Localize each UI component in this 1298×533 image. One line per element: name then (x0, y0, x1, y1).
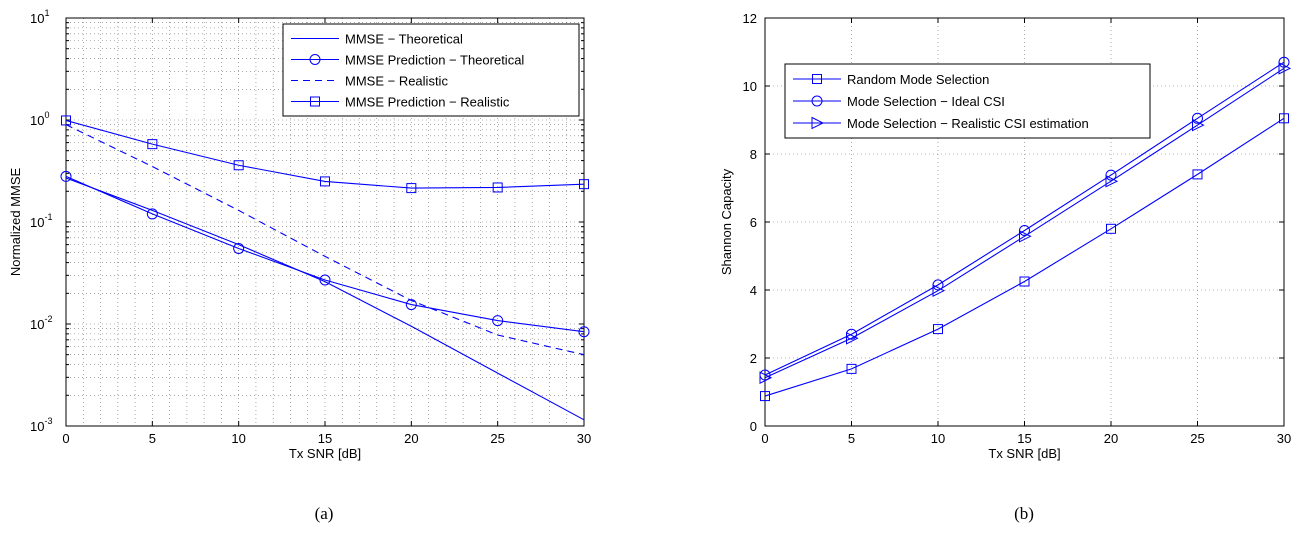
data-point (61, 115, 71, 126)
data-point (492, 315, 504, 327)
series-1 (65, 177, 585, 421)
data-point (846, 331, 859, 345)
legend: Random Mode Selection Mode Selection − Id… (784, 63, 1151, 139)
x-tick-label: 25 (1190, 431, 1204, 446)
data-point (406, 183, 417, 194)
x-tick-label: 30 (1277, 431, 1291, 446)
legend: MMSE − Theoretical MMSE Prediction − Theo… (282, 23, 580, 117)
x-tick-label: 0 (62, 431, 69, 446)
y-tick-label: 100 (30, 110, 49, 128)
data-point (1019, 229, 1032, 243)
series-2 (60, 170, 590, 338)
data-point (405, 299, 417, 311)
y-tick-label: 10-1 (30, 212, 52, 230)
data-point (1105, 169, 1117, 181)
data-point (1278, 62, 1292, 75)
x-axis-label: Tx SNR [dB] (988, 446, 1060, 461)
x-tick-label: 15 (1017, 431, 1031, 446)
legend-label: MMSE − Realistic (345, 74, 448, 89)
data-point (932, 284, 946, 297)
series-line (764, 117, 1285, 397)
data-point (1278, 56, 1290, 68)
legend-box (784, 63, 1151, 139)
y-axis-label: Shannon Capacity (719, 168, 734, 275)
data-point (1105, 174, 1119, 188)
data-point (60, 170, 72, 182)
x-tick-label: 25 (490, 431, 504, 446)
data-point (846, 363, 857, 374)
y-tick-label: 4 (750, 283, 757, 298)
x-tick-label: 20 (1104, 431, 1118, 446)
data-point (579, 179, 589, 190)
chart-panel-a: 0 5 10 15 20 25 30 101 100 10-1 10-2 10-3 Tx SNR [dB… (8, 8, 591, 461)
legend-label: MMSE Prediction − Realistic (345, 95, 510, 110)
y-tick-label: 8 (750, 147, 757, 162)
series-3 (65, 124, 585, 356)
legend-label: Mode Selection − Ideal CSI (847, 94, 1005, 109)
data-point (1279, 113, 1289, 124)
x-tick-label: 5 (848, 431, 855, 446)
caption-a: (a) (315, 504, 334, 523)
y-tick-label: 101 (30, 8, 49, 26)
series-line (764, 67, 1285, 379)
data-point (147, 139, 158, 150)
x-tick-label: 10 (931, 431, 945, 446)
data-point (759, 371, 773, 385)
data-point (578, 326, 590, 338)
series-4 (61, 115, 589, 194)
legend-marker (309, 54, 321, 65)
chart-panel-b: 0 5 10 15 20 25 30 0 2 4 6 8 10 12 Tx SNR [dB] Shannon … (719, 11, 1291, 461)
series-1 (760, 113, 1289, 402)
x-tick-label: 0 (761, 431, 768, 446)
x-tick-label: 20 (404, 431, 418, 446)
y-tick-label: 10 (743, 79, 757, 94)
x-tick-label: 10 (231, 431, 245, 446)
data-point (320, 176, 330, 187)
y-tick-label: 10-3 (30, 416, 52, 434)
data-point (933, 324, 943, 335)
legend-marker (310, 96, 320, 107)
series-line (65, 124, 585, 356)
data-point (1192, 169, 1203, 180)
data-point (319, 274, 331, 286)
data-point (233, 160, 244, 171)
data-point (1019, 276, 1030, 287)
data-point (1106, 223, 1116, 234)
data-point (233, 242, 245, 254)
series-3 (759, 62, 1292, 385)
data-point (1192, 118, 1205, 132)
series-line (65, 175, 585, 333)
legend-label: Random Mode Selection (847, 72, 989, 87)
series-line (764, 61, 1285, 376)
y-axis-label: Normalized MMSE (8, 167, 23, 276)
legend-marker (811, 95, 823, 107)
data-point (1192, 112, 1203, 124)
y-tick-label: 0 (750, 419, 757, 434)
y-tick-label: 6 (750, 215, 757, 230)
legend-label: MMSE − Theoretical (345, 32, 463, 47)
legend-label: Mode Selection − Realistic CSI estimatio… (847, 116, 1089, 131)
x-tick-label: 15 (318, 431, 332, 446)
y-tick-label: 10-2 (30, 314, 52, 332)
y-tick-label: 2 (750, 351, 757, 366)
series-line (65, 177, 585, 421)
data-point (760, 391, 770, 402)
x-tick-label: 5 (149, 431, 156, 446)
legend-marker (812, 74, 822, 84)
legend-label: MMSE Prediction − Theoretical (345, 53, 524, 68)
data-point (146, 208, 158, 220)
legend-box (282, 23, 580, 117)
x-tick-label: 30 (577, 431, 591, 446)
y-tick-label: 12 (743, 11, 757, 26)
x-axis-label: Tx SNR [dB] (289, 446, 361, 461)
data-point (492, 182, 503, 193)
legend-marker (811, 116, 825, 130)
caption-b: (b) (1014, 504, 1034, 523)
series-line (65, 119, 585, 189)
